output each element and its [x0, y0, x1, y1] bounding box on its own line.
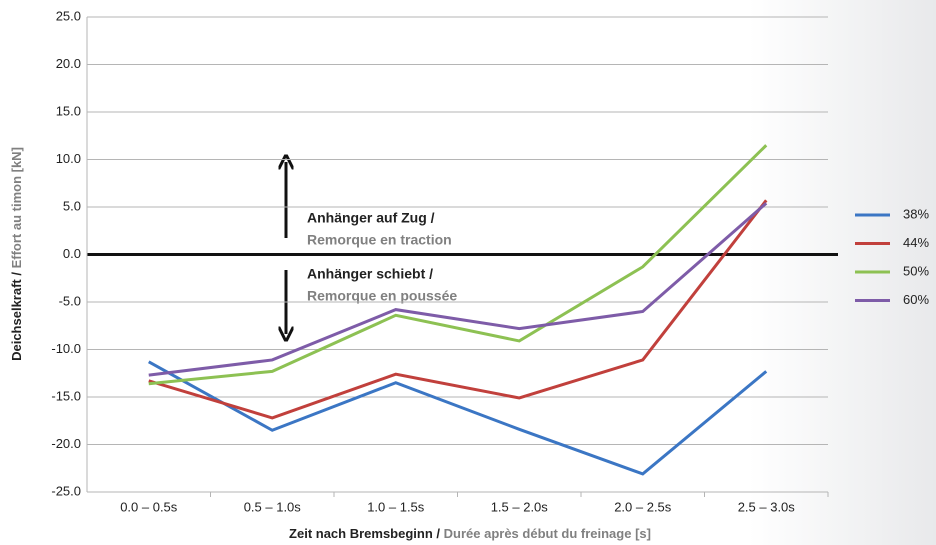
annotation: Anhänger schiebt / [307, 266, 433, 282]
x-tick-label: 2.0 – 2.5s [614, 499, 672, 514]
y-tick-label: 0.0 [63, 246, 81, 261]
y-tick-label: 15.0 [56, 103, 81, 118]
x-tick-label: 1.0 – 1.5s [367, 499, 425, 514]
y-tick-label: 25.0 [56, 8, 81, 23]
legend-label: 44% [903, 235, 929, 250]
x-label-de: Zeit nach Bremsbeginn / [289, 526, 440, 541]
series-line [148, 144, 768, 386]
annotation: Remorque en poussée [307, 288, 457, 304]
y-tick-label: 10.0 [56, 151, 81, 166]
x-tick-label: 0.5 – 1.0s [244, 499, 302, 514]
y-tick-label: -20.0 [51, 436, 81, 451]
x-axis-label: Zeit nach Bremsbeginn / Durée après débu… [289, 526, 651, 541]
y-tick-label: -10.0 [51, 341, 81, 356]
series-line [148, 360, 768, 476]
series-line [148, 199, 768, 420]
x-tick-label: 2.5 – 3.0s [738, 499, 796, 514]
y-label-fr: Effort au timon [kN] [9, 147, 24, 268]
annotation: Anhänger auf Zug / [307, 210, 435, 226]
series-line [148, 202, 768, 377]
legend-label: 50% [903, 263, 929, 278]
legend-label: 38% [903, 206, 929, 221]
y-axis-label: Deichselkraft / Effort au timon [kN] [9, 147, 24, 361]
x-tick-label: 0.0 – 0.5s [120, 499, 178, 514]
y-tick-label: -5.0 [59, 293, 81, 308]
y-tick-label: -15.0 [51, 388, 81, 403]
annotation: Remorque en traction [307, 232, 452, 248]
y-tick-label: -25.0 [51, 483, 81, 498]
y-tick-label: 5.0 [63, 198, 81, 213]
y-label-de: Deichselkraft / [9, 272, 24, 361]
legend-label: 60% [903, 292, 929, 307]
x-label-fr: Durée après début du freinage [s] [444, 526, 651, 541]
x-tick-label: 1.5 – 2.0s [491, 499, 549, 514]
y-tick-label: 20.0 [56, 56, 81, 71]
